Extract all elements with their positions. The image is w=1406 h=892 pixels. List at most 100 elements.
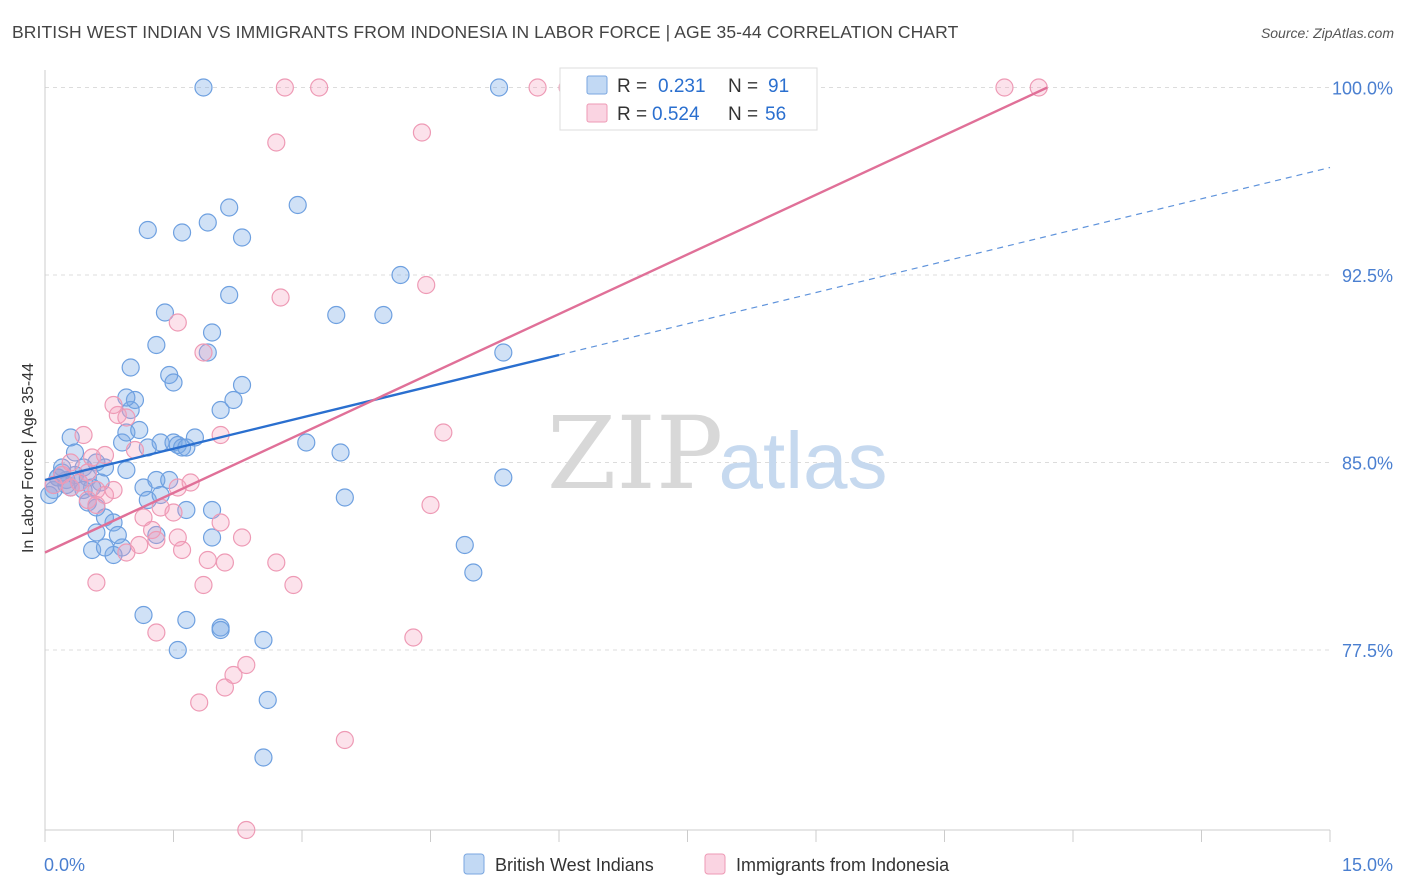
point-british-west-indians: [335, 488, 354, 507]
legend-swatch-blue: [586, 75, 608, 95]
point-british-west-indians: [455, 535, 474, 555]
watermark-zip: ZIP: [547, 395, 723, 512]
y-tick-label: 77.5%: [1342, 641, 1393, 661]
point-immigrants-from-indonesia: [237, 655, 256, 675]
point-immigrants-from-indonesia: [232, 528, 252, 547]
stats-legend-frame: [559, 67, 818, 131]
point-british-west-indians: [211, 400, 230, 420]
point-immigrants-from-indonesia: [104, 480, 123, 500]
point-immigrants-from-indonesia: [237, 820, 256, 840]
point-immigrants-from-indonesia: [335, 730, 354, 750]
point-immigrants-from-indonesia: [134, 508, 153, 527]
watermark-atlas: atlas: [719, 416, 888, 505]
point-immigrants-from-indonesia: [194, 575, 213, 595]
point-british-west-indians: [164, 373, 183, 392]
legend-n-value: 56: [765, 104, 786, 125]
legend-n-value: 91: [768, 76, 789, 97]
point-british-west-indians: [147, 335, 166, 355]
point-british-west-indians: [65, 443, 85, 462]
point-british-west-indians: [224, 390, 243, 410]
point-immigrants-from-indonesia: [164, 503, 183, 522]
point-british-west-indians: [254, 630, 273, 650]
x-tick-label: 15.0%: [1342, 855, 1393, 875]
point-british-west-indians: [134, 605, 153, 625]
point-immigrants-from-indonesia: [61, 453, 80, 472]
point-british-west-indians: [198, 213, 217, 232]
grid-lines: [45, 87, 1330, 651]
series-legend: British West Indians Immigrants from Ind…: [463, 853, 950, 875]
point-british-west-indians: [391, 265, 410, 285]
point-british-west-indians: [254, 748, 273, 767]
legend-n-label: N =: [728, 104, 758, 125]
legend-r-label: R =: [617, 76, 647, 97]
point-british-west-indians: [147, 470, 166, 490]
point-british-west-indians: [374, 305, 393, 325]
watermark: ZIP atlas: [547, 395, 888, 512]
point-immigrants-from-indonesia: [215, 678, 234, 697]
point-immigrants-from-indonesia: [284, 575, 303, 595]
point-british-west-indians: [211, 620, 230, 640]
point-immigrants-from-indonesia: [224, 665, 243, 685]
legend-r-value: 0.524: [652, 104, 700, 125]
trend-lines: [44, 86, 1331, 554]
point-immigrants-from-indonesia: [147, 623, 166, 642]
y-tick-label: 92.5%: [1342, 266, 1393, 286]
point-british-west-indians: [130, 420, 149, 440]
point-immigrants-from-indonesia: [74, 425, 93, 445]
trend-line-immigrants-from-indonesia: [44, 86, 1048, 554]
legend-label-immigrants-from-indonesia: Immigrants from Indonesia: [736, 855, 950, 875]
point-british-west-indians: [202, 323, 222, 342]
point-immigrants-from-indonesia: [117, 408, 136, 427]
x-tick-label: 0.0%: [44, 855, 85, 875]
point-immigrants-from-indonesia: [87, 573, 106, 592]
point-immigrants-from-indonesia: [211, 513, 230, 532]
y-tick-label: 100.0%: [1332, 79, 1393, 99]
point-british-west-indians: [331, 443, 350, 462]
point-british-west-indians: [494, 343, 513, 362]
trend-line-british-west-indians: [44, 353, 560, 482]
point-british-west-indians: [155, 303, 175, 322]
point-immigrants-from-indonesia: [417, 275, 436, 295]
point-immigrants-from-indonesia: [198, 550, 217, 570]
point-british-west-indians: [258, 690, 277, 710]
point-immigrants-from-indonesia: [215, 553, 234, 572]
point-british-west-indians: [232, 228, 252, 247]
point-immigrants-from-indonesia: [434, 423, 453, 442]
point-immigrants-from-indonesia: [271, 288, 290, 307]
point-british-west-indians: [117, 460, 136, 480]
data-points: [40, 78, 1048, 840]
point-british-west-indians: [138, 220, 157, 240]
legend-r-value: 0.231: [658, 76, 706, 97]
point-immigrants-from-indonesia: [404, 628, 423, 647]
stats-legend: R = 0.231 N = 91 R = 0.524 N = 56: [559, 67, 818, 131]
point-british-west-indians: [121, 358, 140, 377]
point-immigrants-from-indonesia: [528, 78, 547, 97]
point-british-west-indians: [172, 223, 192, 242]
axes: [44, 70, 1331, 842]
point-british-west-indians: [220, 198, 239, 217]
point-british-west-indians: [494, 468, 513, 487]
point-immigrants-from-indonesia: [194, 343, 213, 362]
tick-labels: 100.0% 92.5% 85.0% 77.5% 0.0% 15.0%: [44, 79, 1393, 876]
point-immigrants-from-indonesia: [310, 78, 329, 97]
point-immigrants-from-indonesia: [61, 478, 80, 497]
point-british-west-indians: [327, 305, 346, 325]
point-immigrants-from-indonesia: [275, 78, 294, 97]
point-british-west-indians: [177, 610, 196, 630]
point-immigrants-from-indonesia: [190, 693, 209, 712]
point-british-west-indians: [108, 525, 127, 545]
point-immigrants-from-indonesia: [267, 553, 286, 572]
point-immigrants-from-indonesia: [104, 395, 123, 415]
legend-label-british-west-indians: British West Indians: [495, 855, 654, 875]
point-immigrants-from-indonesia: [168, 313, 187, 332]
legend-r-label: R =: [617, 104, 647, 125]
point-british-west-indians: [464, 563, 483, 582]
point-immigrants-from-indonesia: [142, 520, 162, 540]
point-british-west-indians: [232, 375, 252, 395]
point-british-west-indians: [489, 78, 509, 97]
legend-swatch-pink: [586, 103, 608, 123]
point-british-west-indians: [220, 285, 239, 305]
trend-line-extension-british-west-indians: [558, 166, 1331, 356]
legend-swatch-immigrants-from-indonesia: [704, 853, 726, 875]
